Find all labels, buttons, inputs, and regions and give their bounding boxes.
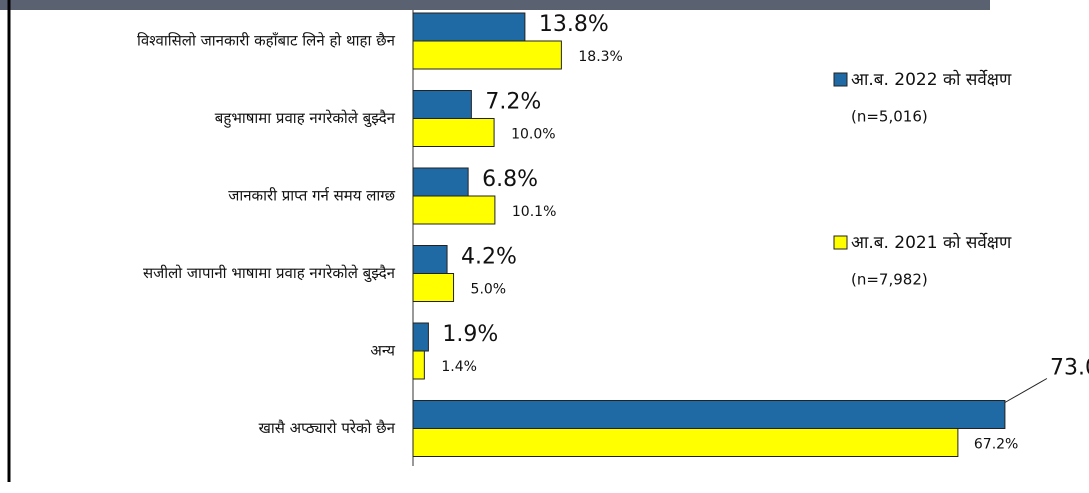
bar — [412, 40, 562, 70]
value-label: 73.0% — [1050, 356, 1089, 381]
bar — [412, 118, 495, 147]
bar — [412, 245, 448, 274]
value-label: 4.2% — [461, 245, 517, 270]
legend-swatch — [833, 72, 848, 87]
bar — [412, 350, 425, 380]
bar — [412, 90, 472, 119]
category-label: खासै अप्ठ्यारो परेको छैन — [259, 419, 396, 437]
legend-sample: (n=5,016) — [851, 108, 928, 126]
bar — [412, 195, 496, 225]
leader-line — [1004, 378, 1048, 403]
value-label: 1.4% — [441, 359, 477, 375]
value-label: 67.2% — [974, 437, 1018, 453]
legend-swatch — [833, 235, 848, 250]
value-label: 7.2% — [485, 90, 541, 115]
bar — [412, 167, 469, 197]
legend-label: आ.ब. 2022 को सर्वेक्षण — [851, 69, 1012, 90]
value-label: 10.0% — [511, 127, 555, 143]
bar — [412, 322, 429, 352]
category-label: सजीलो जापानी भाषामा प्रवाह नगरेकोले बुझ्… — [143, 264, 396, 283]
value-label: 18.3% — [578, 49, 622, 65]
legend-sample: (n=7,982) — [851, 271, 928, 289]
header-bar — [0, 0, 990, 10]
bar — [412, 400, 1006, 429]
legend-label: आ.ब. 2021 को सर्वेक्षण — [851, 232, 1012, 253]
bar — [412, 12, 526, 42]
value-label: 1.9% — [442, 322, 498, 347]
category-label: अन्य — [370, 342, 395, 360]
bar — [412, 273, 455, 302]
value-label: 6.8% — [482, 167, 538, 192]
value-label: 13.8% — [539, 12, 609, 37]
value-label: 10.1% — [512, 204, 556, 220]
value-label: 5.0% — [471, 282, 507, 298]
category-label: विश्वासिलो जानकारी कहाँबाट लिने हो थाहा … — [137, 32, 396, 50]
category-label: बहुभाषामा प्रवाह नगरेकोले बुझ्दैन — [215, 109, 396, 128]
bar — [412, 428, 959, 457]
category-label: जानकारी प्राप्त गर्न समय लाग्छ — [228, 187, 395, 205]
